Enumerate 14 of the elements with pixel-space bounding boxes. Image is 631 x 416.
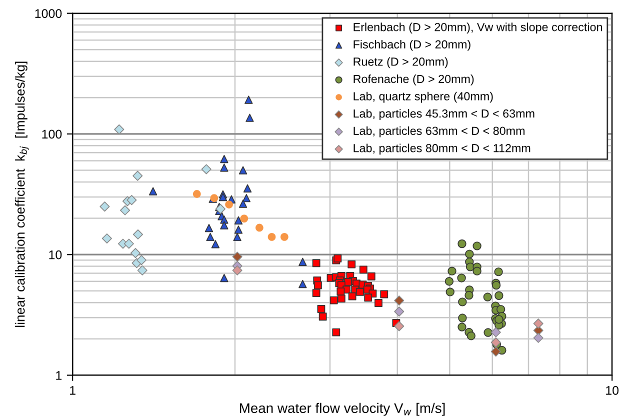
legend-label: Fischbach (D > 20mm) — [354, 40, 470, 51]
y-tick-label: 1 — [56, 371, 62, 380]
y-tick-label: 100 — [42, 130, 62, 139]
legend-label: Lab, particles 63mm < D < 80mm — [354, 126, 524, 138]
y-tick-label: 10 — [49, 250, 62, 260]
legend-label: Erlenbach (D > 20mm), Vw with slope correction — [354, 22, 602, 34]
y-axis-title: linear calibration coefficient k$_{bj}$ [Impulses/kg] — [15, 62, 29, 327]
legend-label: Lab, quartz sphere (40mm) — [354, 92, 493, 103]
x-axis-title: Mean water flow velocity V$_{w}$ [m/s] — [240, 402, 445, 416]
legend-label: Lab, particles 80mm < D < 112mm — [354, 144, 530, 155]
legend-label: Lab, particles 45.3mm < D < 63mm — [354, 109, 534, 120]
legend-label: Rofenache (D > 20mm) — [354, 74, 474, 86]
legend-label: Ruetz (D > 20mm) — [354, 57, 448, 68]
y-tick-label: 1000 — [35, 9, 62, 18]
